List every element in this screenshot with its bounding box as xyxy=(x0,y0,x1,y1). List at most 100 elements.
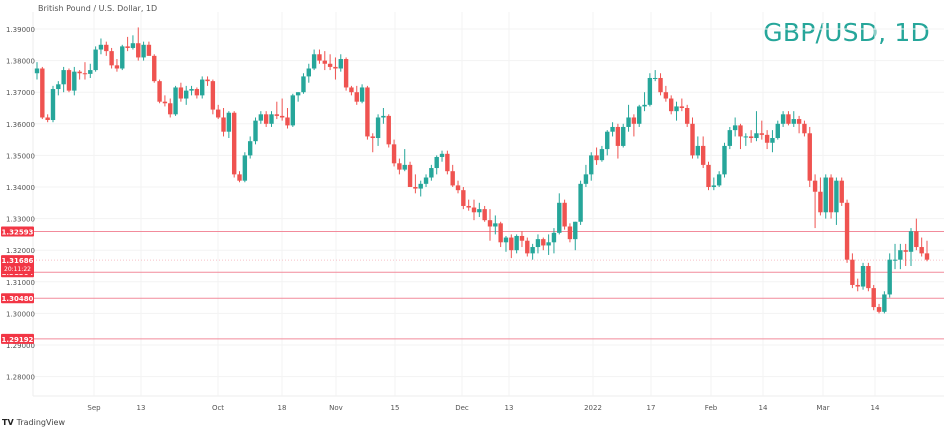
candle-body xyxy=(780,114,786,124)
candle-body xyxy=(732,125,738,131)
level-price-tag xyxy=(1,333,34,344)
candle-body xyxy=(764,134,770,143)
candle-body xyxy=(807,133,812,181)
level-price-tag xyxy=(1,293,34,304)
symbol-description: British Pound / U.S. Dollar, 1D xyxy=(38,4,158,13)
candle-body xyxy=(269,114,274,124)
price-axis[interactable]: 1.39000 1.38000 1.37000 1.36000 1.35000 1.340… xyxy=(6,26,35,382)
candle-body xyxy=(279,115,285,118)
horizontal-levels[interactable] xyxy=(33,230,944,340)
candle-body xyxy=(599,149,605,161)
candle-body xyxy=(413,187,418,189)
candle-body xyxy=(50,89,56,121)
candle-body xyxy=(573,221,578,240)
candle-body xyxy=(61,70,66,85)
candle-body xyxy=(887,259,892,295)
candle-body xyxy=(615,126,621,146)
price-tick-label: 1.37000 xyxy=(6,89,35,97)
candle-body xyxy=(818,191,823,213)
candle-body xyxy=(162,101,168,104)
candle-body xyxy=(690,123,695,156)
candle-body xyxy=(557,202,562,233)
candle-body xyxy=(45,117,50,121)
level-price-text: 1.30480 xyxy=(2,295,34,303)
candle-body xyxy=(343,59,349,88)
candle-body xyxy=(759,133,764,135)
tradingview-logo[interactable]: TV TradingView xyxy=(2,418,65,427)
candle-body xyxy=(695,145,701,156)
candle-body xyxy=(583,174,589,184)
time-tick-label: Dec xyxy=(455,404,469,412)
candle-body xyxy=(546,242,551,246)
candle-body xyxy=(477,209,482,213)
price-tick-label: 1.28000 xyxy=(6,374,35,382)
candle-body xyxy=(610,126,615,132)
chart-watermark-title: GBP/USD, 1D xyxy=(763,18,930,47)
candle-body xyxy=(455,185,461,191)
candle-body xyxy=(471,207,477,213)
candle-body xyxy=(221,117,226,132)
candle-body xyxy=(642,104,647,107)
candle-body xyxy=(189,89,194,91)
candle-body xyxy=(530,247,535,254)
candle-body xyxy=(850,259,855,285)
candle-body xyxy=(152,55,157,82)
level-price-tag xyxy=(1,226,34,237)
candle-body xyxy=(365,87,370,137)
candle-body xyxy=(844,202,850,260)
candle-body xyxy=(311,54,317,69)
candle-body xyxy=(663,92,669,99)
candle-body xyxy=(247,141,253,156)
price-tick-label: 1.35000 xyxy=(6,152,35,160)
candle-body xyxy=(215,109,221,118)
candle-body xyxy=(924,253,930,260)
candle-body xyxy=(359,87,365,102)
candle-body xyxy=(754,133,759,139)
candle-body xyxy=(482,209,487,221)
candle-body xyxy=(82,73,88,75)
time-tick-label: Feb xyxy=(705,404,718,412)
candle-body xyxy=(253,120,258,142)
candle-body xyxy=(834,180,839,213)
candle-body xyxy=(402,164,407,170)
candle-body xyxy=(668,98,674,112)
current-price-tag xyxy=(1,255,34,275)
candle-body xyxy=(823,177,828,213)
candle-body xyxy=(322,60,327,64)
time-axis[interactable]: Sep 13 Oct 18 Nov 15 Dec 13 2022 17 Feb 14 Mar 14 xyxy=(87,404,880,412)
candle-body xyxy=(535,239,541,248)
candle-body xyxy=(258,114,264,121)
candle-body xyxy=(104,44,109,52)
candle-body xyxy=(716,174,722,186)
candle-body xyxy=(391,144,397,164)
candle-body xyxy=(919,247,924,254)
candle-body xyxy=(40,68,45,118)
candle-body xyxy=(487,220,493,227)
candle-body xyxy=(802,123,807,134)
time-tick-label: Mar xyxy=(816,404,829,412)
candle-body xyxy=(386,115,391,145)
candle-body xyxy=(429,168,434,178)
candle-body xyxy=(349,87,354,93)
time-tick-label: 13 xyxy=(505,404,514,412)
candle-body xyxy=(466,205,471,208)
candle-body xyxy=(450,171,455,186)
candle-body xyxy=(812,180,818,192)
time-tick-label: Sep xyxy=(87,404,101,412)
candle-body xyxy=(354,92,359,102)
candle-body xyxy=(493,223,498,227)
candle-body xyxy=(796,119,802,124)
candle-body xyxy=(562,202,567,227)
candle-body xyxy=(205,79,210,82)
candle-body xyxy=(34,68,40,74)
candle-body xyxy=(338,59,343,69)
candle-body xyxy=(301,76,306,93)
candle-body xyxy=(770,138,775,143)
candle-body xyxy=(210,81,216,110)
candle-body xyxy=(876,307,882,312)
time-tick-label: 18 xyxy=(278,404,287,412)
candle-body xyxy=(168,103,173,115)
candle-body xyxy=(775,123,780,139)
candle-body xyxy=(903,250,908,252)
